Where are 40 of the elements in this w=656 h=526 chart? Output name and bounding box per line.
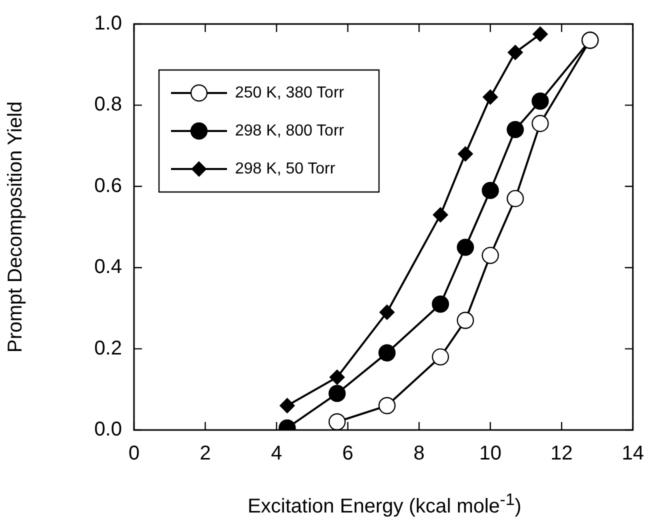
point [482,89,498,105]
point [482,246,499,264]
y-tick-label: 0.2 [94,337,122,360]
point [508,44,523,60]
point [328,384,346,402]
y-tick-label: 0.8 [94,94,122,116]
x-tick-label: 4 [270,442,282,465]
point [458,146,473,162]
point [506,120,524,138]
point [532,92,549,110]
x-tick-label: 0 [128,442,140,465]
point [482,182,499,200]
y-tick-label: 0.0 [94,418,122,441]
x-tick-label: 2 [200,442,211,465]
point [506,190,524,208]
x-tick-label: 6 [342,442,354,465]
point [330,370,345,385]
point [532,114,549,132]
point [432,296,450,313]
point [378,344,396,362]
legend-label: 298 K, 800 Torr [235,122,345,140]
legend-label: 298 K, 50 Torr [235,160,336,178]
x-tick-label: 8 [414,442,425,465]
y-tick-label: 1.0 [94,12,122,35]
x-tick-label: 12 [550,442,573,465]
y-axis-title: Prompt Decomposition Yield [4,101,27,353]
y-tick-label: 0.4 [94,256,122,278]
point [280,398,295,414]
point [379,304,395,320]
x-tick-label: 10 [479,442,502,465]
point [456,312,474,329]
y-tick-label: 0.6 [94,174,122,197]
legend-label: 250 K, 380 Torr [235,84,345,102]
point [432,348,450,366]
point [432,207,448,222]
x-tick-label: 14 [622,442,644,465]
x-axis-title: Excitation Energy (kcal mole$^{-1}$) [246,490,522,519]
point [378,397,396,414]
point [532,26,548,42]
point [456,238,474,256]
